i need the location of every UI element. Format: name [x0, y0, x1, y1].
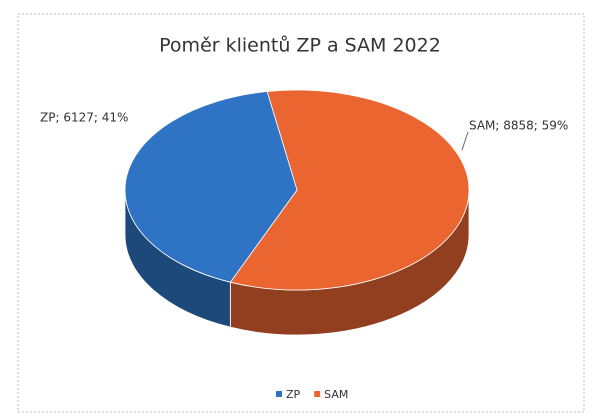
pie-slice: [229, 89, 470, 291]
chart-title: Poměr klientů ZP a SAM 2022: [159, 35, 441, 57]
data-label: SAM; 8858; 59%: [469, 119, 568, 133]
data-label: ZP; 6127; 41%: [40, 111, 128, 125]
legend-label: ZP: [286, 388, 301, 401]
legend-label: SAM: [324, 388, 348, 401]
legend-swatch: [276, 391, 282, 397]
leader-line: [461, 131, 469, 151]
legend-swatch: [314, 391, 321, 397]
pie-slice: [124, 91, 298, 283]
